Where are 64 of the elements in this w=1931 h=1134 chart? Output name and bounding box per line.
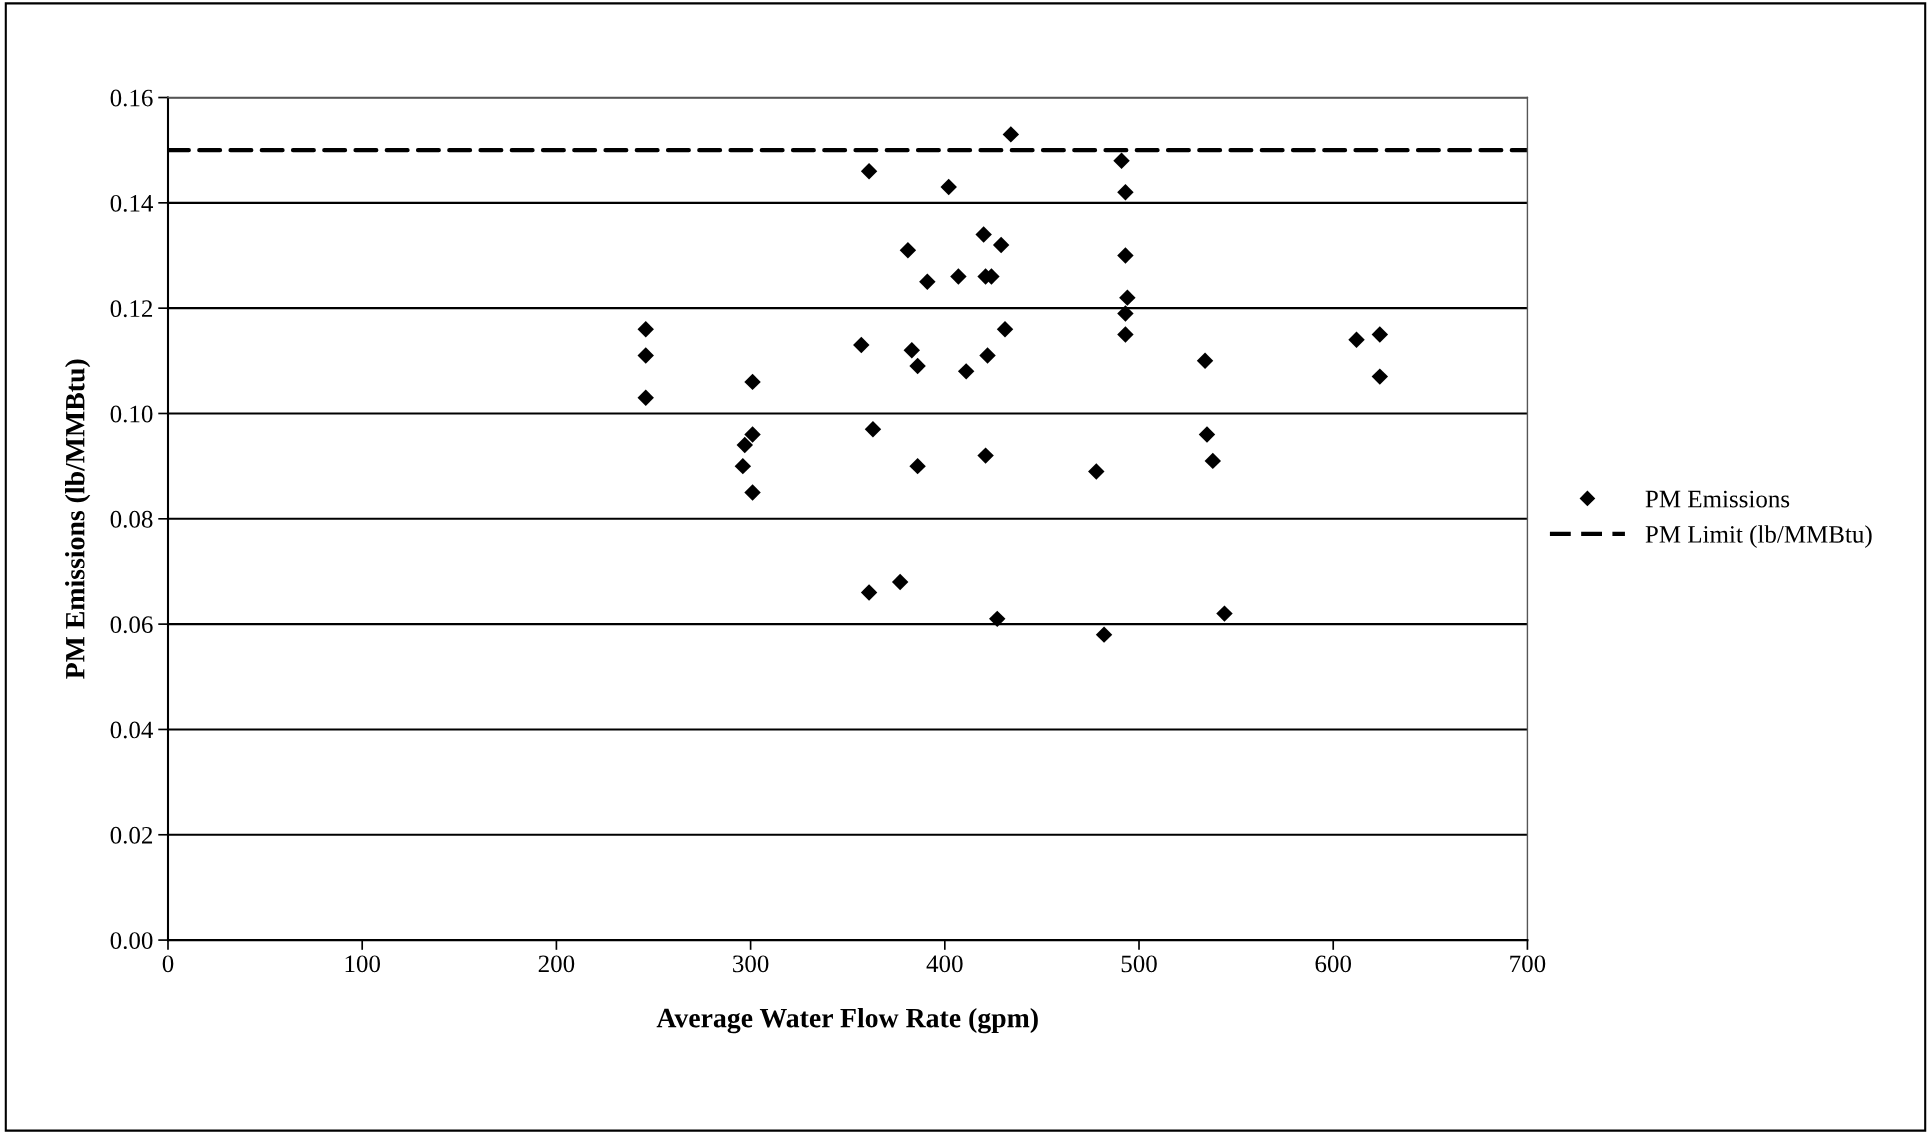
x-tick-label: 400 [926,955,963,973]
point [1113,152,1130,169]
x-tick-label: 700 [1510,955,1546,973]
point [1371,326,1389,343]
point [1117,247,1134,264]
point [1198,426,1216,443]
point [1002,126,1020,143]
point [996,321,1014,338]
point [1095,626,1113,643]
point [919,273,936,291]
point [860,584,878,601]
point [891,573,909,591]
y-tick-label: 0.10 [110,405,153,423]
x-axis-title: Average Water Flow Rate (gpm) [656,1007,1038,1034]
x-tick-label: 500 [1121,955,1157,973]
legend-label: PM Limit (lb/MMBtu) [1645,525,1872,548]
point [1117,326,1134,343]
point [1204,452,1222,470]
point [950,268,967,285]
point [909,457,926,475]
point [1348,331,1365,348]
point [860,163,878,180]
x-tick-label: 0 [162,955,174,973]
point [977,447,994,464]
point [853,336,870,354]
point [734,457,752,475]
y-tick-label: 0.12 [110,300,153,318]
point [1371,368,1389,385]
point [744,426,761,443]
legend-label: PM Emissions [1645,490,1790,508]
point [899,242,917,259]
y-tick-label: 0.16 [110,89,153,107]
point [909,357,926,375]
point [744,484,761,501]
point [637,347,654,364]
point [1119,289,1136,306]
point [1117,184,1134,201]
point [637,321,654,338]
y-tick-label: 0.04 [110,721,154,739]
y-tick-label: 0.14 [110,194,154,212]
point [903,342,921,359]
point [864,421,882,438]
x-tick-label: 100 [345,955,380,973]
x-tick-label: 300 [733,955,769,973]
x-tick-label: 600 [1315,955,1352,973]
point [992,236,1010,254]
y-axis-title: PM Emissions (lb/MMBtu) [65,359,91,679]
y-tick-label: 0.00 [110,932,153,950]
point [637,389,654,406]
point [744,373,761,391]
point [989,610,1006,628]
x-tick-label: 200 [538,955,575,973]
y-tick-label: 0.08 [110,510,153,528]
point [736,436,753,454]
point [975,226,992,243]
point [940,178,957,196]
point [1117,305,1134,322]
point [1088,463,1105,480]
y-tick-label: 0.02 [110,826,153,844]
y-tick-label: 0.06 [110,616,153,634]
point [957,363,975,380]
point [1216,605,1233,622]
point [979,347,996,364]
point [1196,352,1214,370]
